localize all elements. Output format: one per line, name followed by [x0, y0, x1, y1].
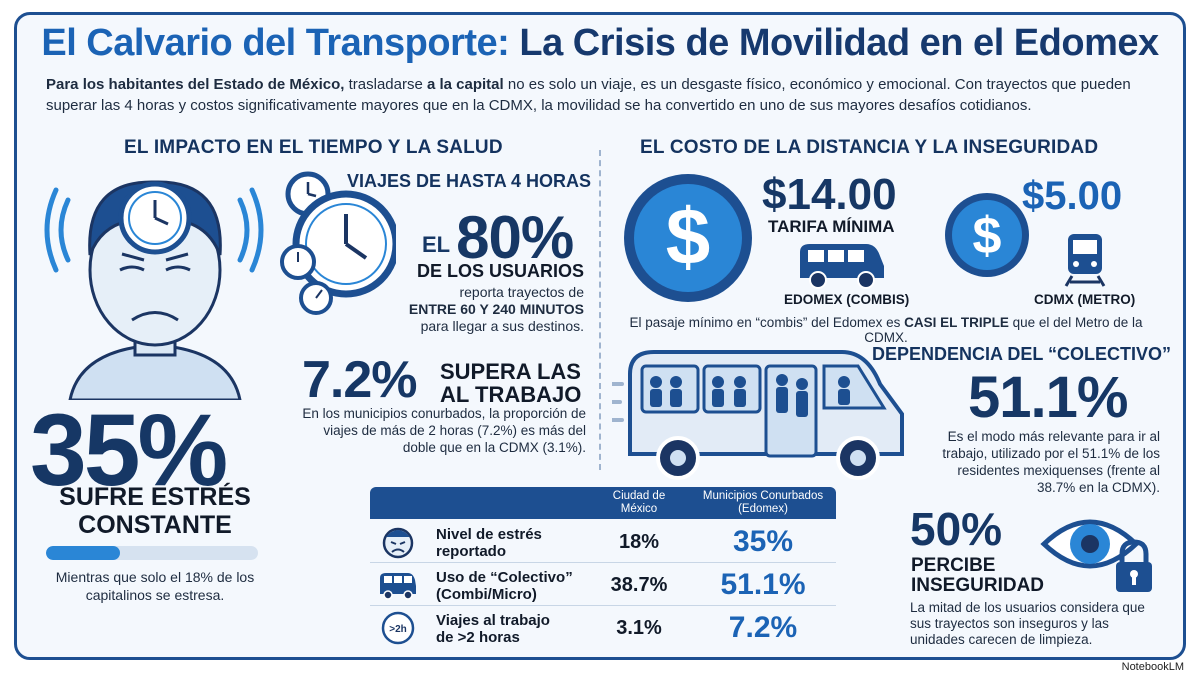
table-cell-edomex: 51.1%	[720, 568, 806, 601]
dollar-small-icon: $	[945, 193, 1029, 277]
viajes-heading: VIAJES DE HASTA 4 HORAS	[347, 171, 592, 191]
page-title: El Calvario del Transporte: La Crisis de…	[41, 22, 1159, 64]
combi-van-icon	[800, 244, 884, 289]
van-icon	[380, 573, 416, 600]
clock-2h-icon: >2h	[381, 611, 415, 645]
inseguridad-label-line: INSEGURIDAD	[911, 575, 1045, 596]
table-row-label: Uso de “Colectivo” (Combi/Micro)	[436, 569, 573, 603]
table-col-cdmx: Ciudad de México	[612, 490, 666, 515]
table-cell-edomex: 7.2%	[728, 611, 798, 644]
table-row: Uso de “Colectivo” (Combi/Micro) 38.7% 5…	[370, 564, 836, 606]
inseguridad-note: La mitad de los usuarios considera que s…	[910, 600, 1145, 647]
intro-paragraph: Para los habitantes del Estado de México…	[46, 76, 1131, 114]
table-cell-edomex: 35%	[732, 525, 794, 558]
table-row-label: Viajes al trabajo de >2 horas	[436, 612, 550, 646]
stress-progress-fill	[46, 546, 121, 560]
colectivo-percentage: 51.1%	[968, 365, 1128, 430]
section-heading-cost-insecurity: EL COSTO DE LA DISTANCIA Y LA INSEGURIDA…	[640, 137, 1099, 158]
dependencia-heading: DEPENDENCIA DEL “COLECTIVO”	[872, 344, 1172, 364]
users-label: DE LOS USUARIOS	[416, 261, 584, 281]
work-label: SUPERA LAS AL TRABAJO	[440, 359, 582, 407]
table-row: >2h Viajes al trabajo de >2 horas 3.1% 7…	[370, 607, 836, 649]
pasaje-note: El pasaje mínimo en “combis” del Edomex …	[629, 315, 1143, 345]
users-pct-value: 80%	[456, 204, 574, 271]
table-cell-cdmx: 3.1%	[616, 617, 662, 639]
stress-label: SUFRE ESTRÉS CONSTANTE	[59, 483, 251, 539]
metro-train-icon	[1064, 234, 1106, 287]
brand-footer: NotebookLM	[1121, 661, 1184, 673]
table-row-label: Nivel de estrés reportado	[436, 526, 542, 560]
stress-percentage: 35%	[30, 393, 228, 507]
inseguridad-label-line: PERCIBE	[911, 555, 996, 576]
edomex-label: EDOMEX (COMBIS)	[784, 292, 910, 307]
table-cell-cdmx: 38.7%	[610, 574, 668, 596]
clocks-icon	[280, 171, 396, 315]
stress-progress-bar	[46, 546, 258, 560]
table-row: Nivel de estrés reportado 18% 35%	[370, 521, 836, 563]
work-percentage: 7.2%	[302, 351, 418, 409]
table-header: Ciudad de México Municipios Conurbados (…	[370, 487, 836, 519]
table-cell-cdmx: 18%	[618, 531, 660, 553]
colectivo-note: Es el modo más relevante para ir al trab…	[942, 429, 1160, 495]
eye-lock-icon	[1040, 519, 1152, 592]
stress-note: Mientras que solo el 18% de los capitali…	[55, 569, 255, 603]
users-note: reporta trayectos de ENTRE 60 Y 240 MINU…	[408, 284, 584, 334]
cdmx-label: CDMX (METRO)	[1034, 292, 1136, 307]
svg-text:$: $	[973, 207, 1002, 265]
cdmx-price: $5.00	[1022, 174, 1123, 218]
stressed-man-icon	[44, 180, 264, 400]
clock-2h-text: >2h	[389, 624, 407, 635]
users-percentage: EL 80%	[422, 203, 574, 272]
edomex-price: $14.00	[762, 170, 897, 219]
work-note: En los municipios conurbados, la proporc…	[302, 406, 586, 455]
tarifa-label: TARIFA MÍNIMA	[768, 217, 895, 236]
el-prefix: EL	[422, 232, 451, 257]
dollar-big-icon: $	[624, 174, 752, 302]
inseguridad-label: PERCIBE INSEGURIDAD	[911, 556, 1044, 596]
section-divider	[599, 150, 601, 470]
comparison-table: Ciudad de México Municipios Conurbados (…	[370, 487, 836, 653]
stressed-face-icon	[382, 527, 414, 559]
svg-text:$: $	[666, 192, 711, 281]
section-heading-time-health: EL IMPACTO EN EL TIEMPO Y LA SALUD	[124, 137, 503, 158]
table-col-edomex: Municipios Conurbados (Edomex)	[702, 490, 824, 515]
inseguridad-percentage: 50%	[910, 503, 1003, 555]
crowded-van-icon	[612, 350, 904, 480]
